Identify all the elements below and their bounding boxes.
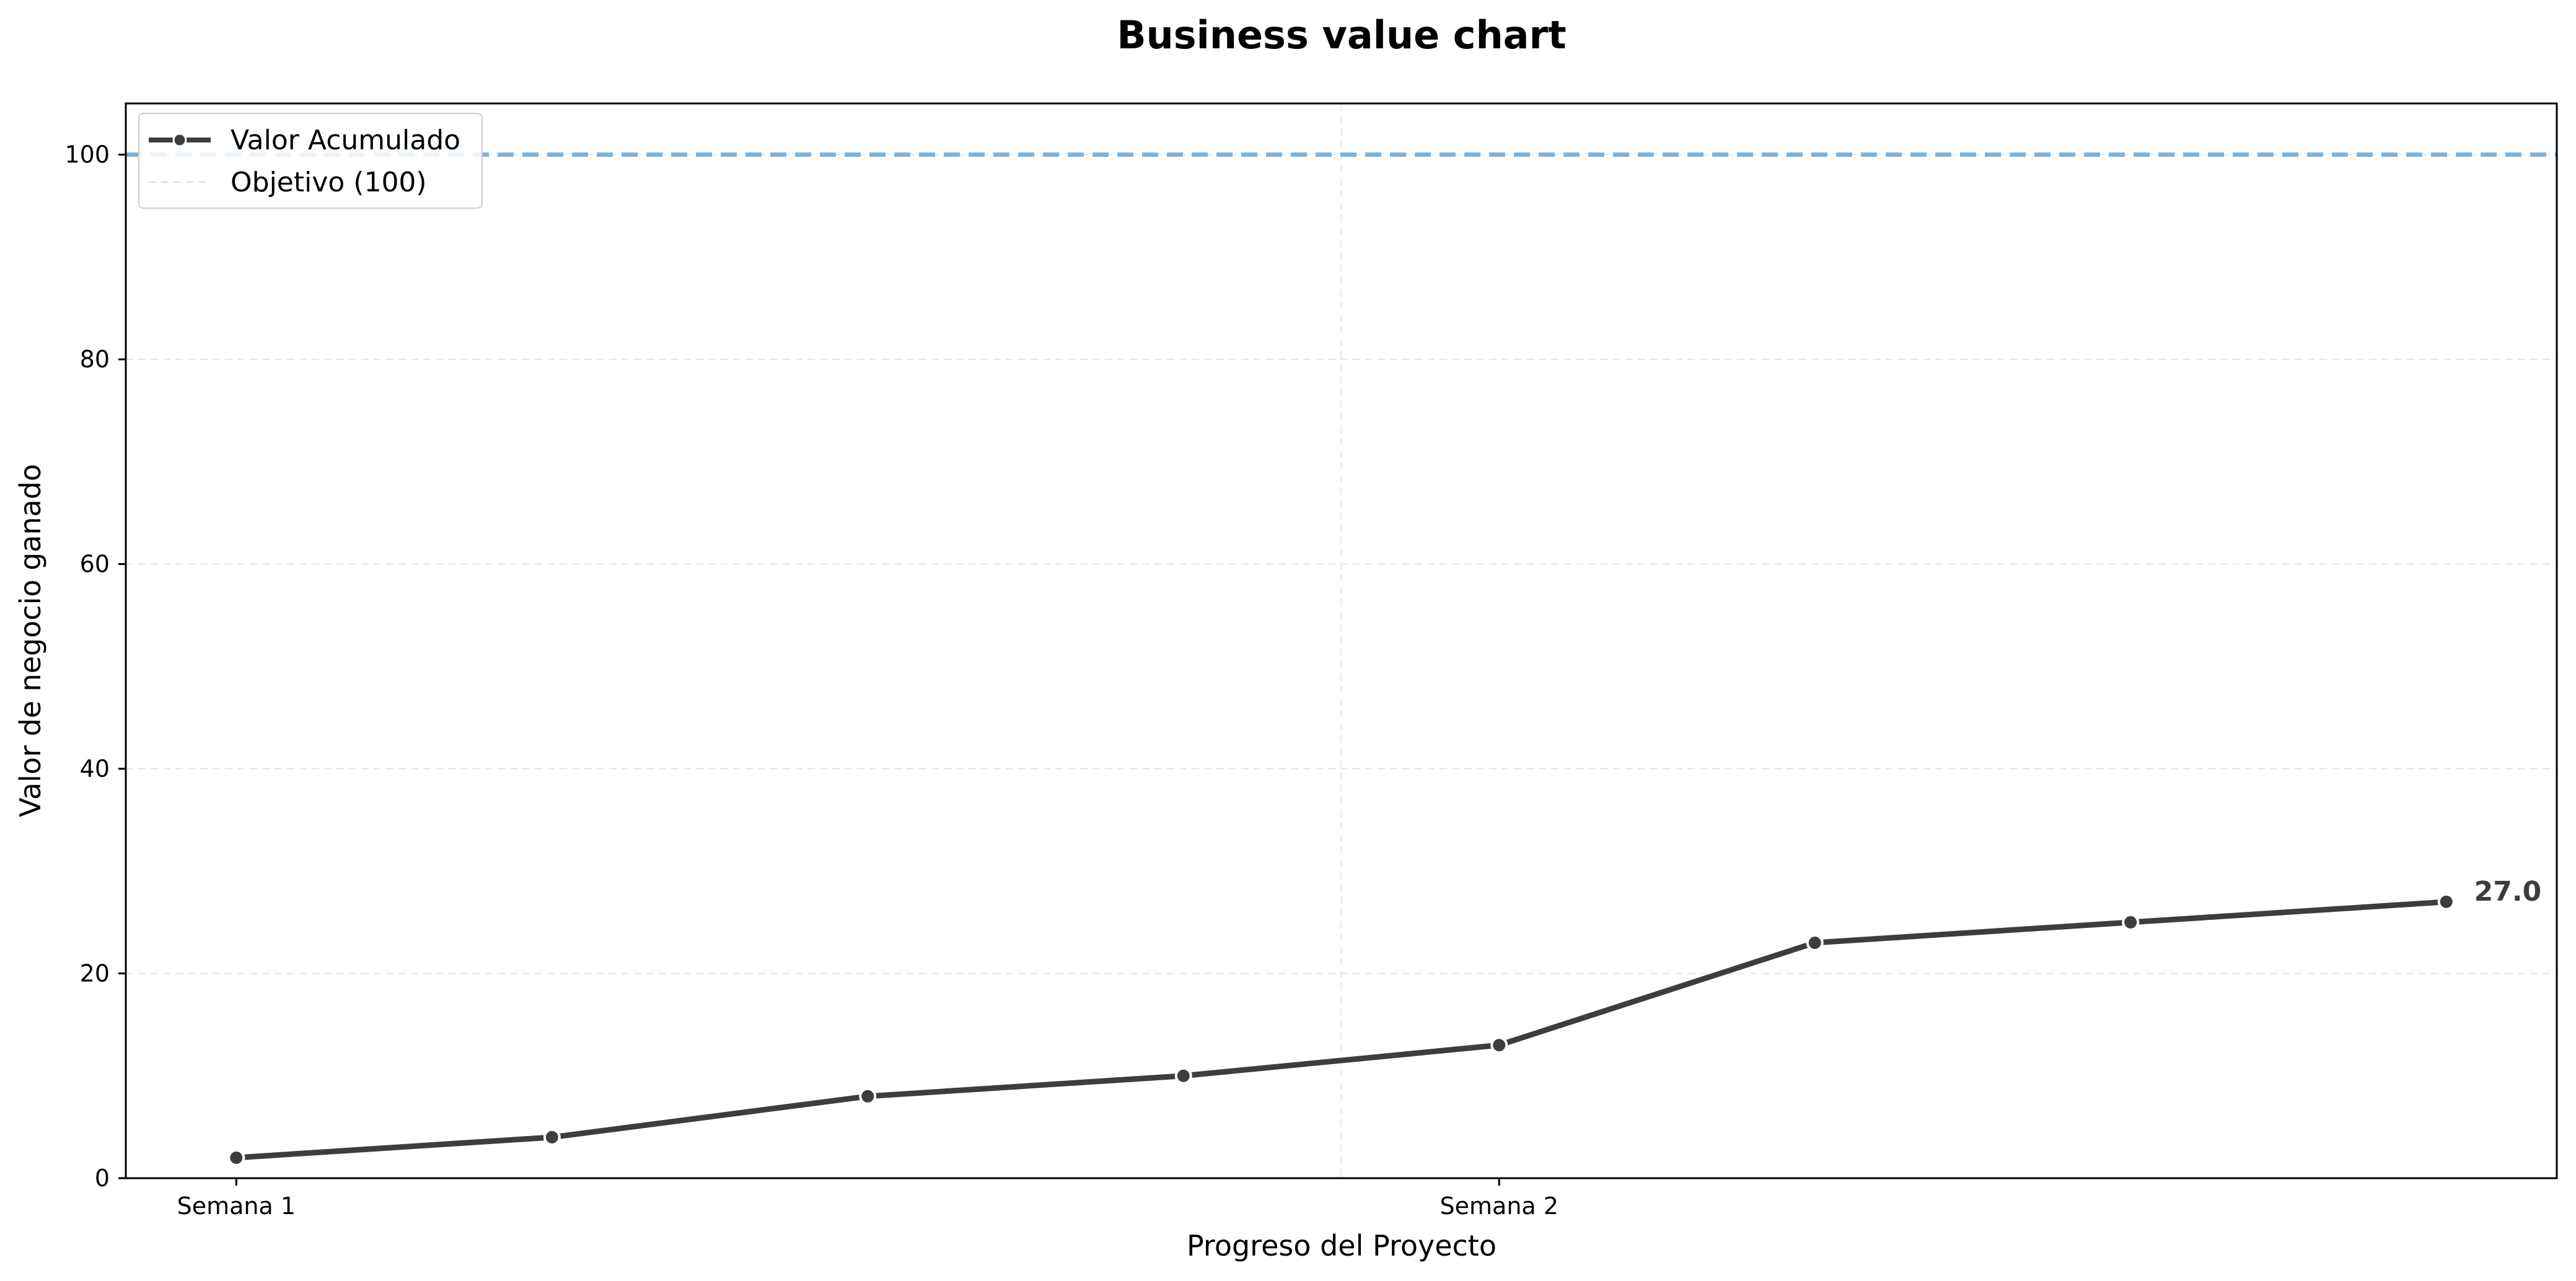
x-tick-label-1: Semana 1: [177, 1192, 296, 1220]
data-point-7: [2122, 913, 2140, 931]
legend-frame: [138, 113, 483, 209]
y-tick-label-60: 60: [80, 551, 110, 578]
legend-label-valor-acumulado: Valor Acumulado: [231, 125, 460, 156]
data-point-8: [2437, 893, 2455, 911]
legend-label-objetivo: Objetivo (100): [231, 167, 427, 198]
data-point-6: [1806, 933, 1824, 951]
x-axis-label: Progreso del Proyecto: [1187, 1229, 1497, 1262]
chart-title: Business value chart: [1117, 12, 1566, 58]
data-point-3: [859, 1087, 877, 1105]
y-tick-label-20: 20: [80, 960, 110, 987]
y-tick-label-0: 0: [95, 1165, 110, 1192]
series-layer: 27.0: [227, 876, 2542, 1166]
x-axis-ticks: Semana 1 Semana 2: [177, 1178, 1558, 1220]
y-axis-label: Valor de negocio ganado: [14, 464, 47, 817]
x-tick-label-2: Semana 2: [1440, 1192, 1558, 1220]
data-point-1: [227, 1148, 245, 1166]
data-point-2: [543, 1128, 561, 1146]
legend-marker-valor-acumulado: [172, 133, 187, 147]
y-axis-ticks: 0 20 40 60 80 100: [64, 141, 126, 1192]
y-tick-label-40: 40: [80, 755, 110, 782]
series-line-0: [233, 899, 2450, 1161]
plot-frame: [125, 102, 2558, 1179]
y-tick-label-100: 100: [64, 141, 110, 168]
y-tick-label-80: 80: [80, 346, 110, 373]
end-value-label: 27.0: [2474, 876, 2542, 907]
data-point-5: [1490, 1036, 1508, 1054]
data-point-4: [1174, 1067, 1192, 1085]
legend: Valor Acumulado Objetivo (100): [138, 113, 483, 209]
